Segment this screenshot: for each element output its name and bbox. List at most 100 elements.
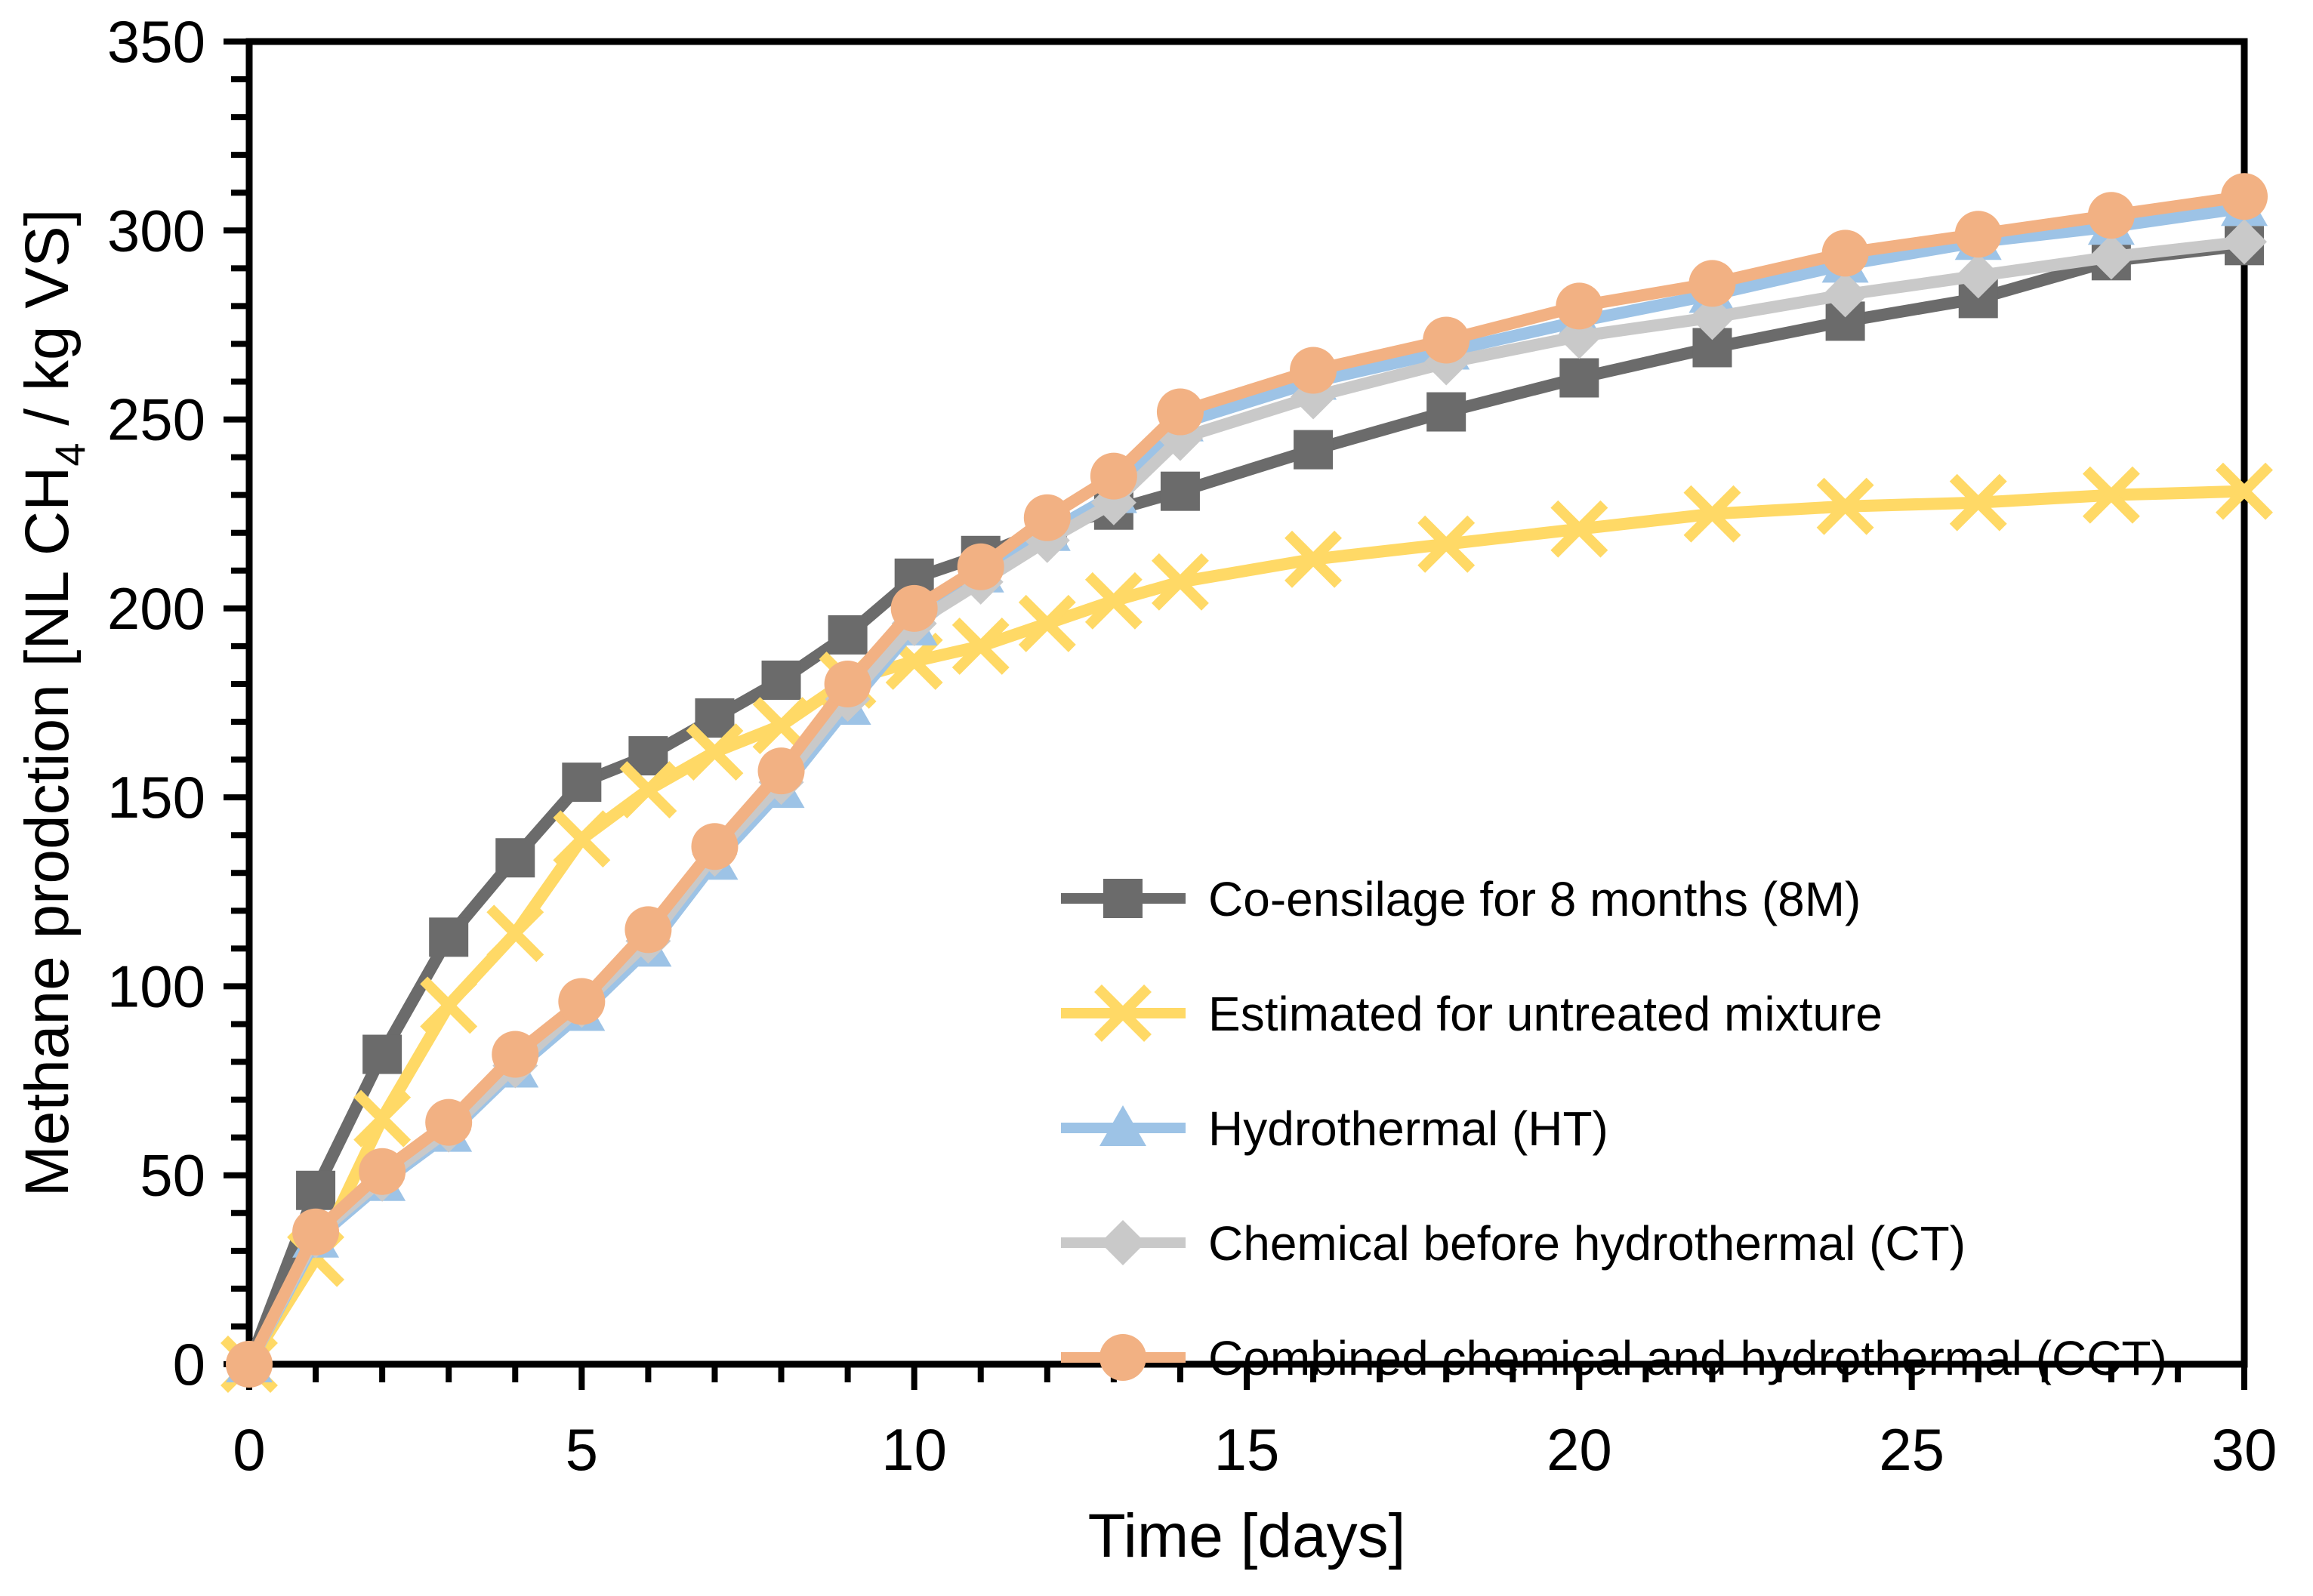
data-point-marker xyxy=(425,1098,473,1146)
data-point-marker xyxy=(292,1208,340,1256)
data-point-marker xyxy=(1955,253,2001,299)
y-tick-label: 0 xyxy=(173,1331,205,1397)
data-point-marker xyxy=(1151,553,1209,611)
legend-item-label: Co-ensilage for 8 months (8M) xyxy=(1208,872,1861,926)
data-point-marker xyxy=(1294,430,1334,470)
data-point-marker xyxy=(495,838,535,878)
data-point-marker xyxy=(362,1034,402,1074)
y-tick-label: 200 xyxy=(107,575,205,642)
data-point-marker xyxy=(562,763,602,803)
series-2 xyxy=(221,462,2273,1393)
x-tick-label: 0 xyxy=(233,1416,265,1483)
legend: Co-ensilage for 8 months (8M) Estimated f… xyxy=(1061,872,2167,1385)
data-point-marker xyxy=(824,660,871,707)
data-point-marker xyxy=(1822,272,1868,318)
legend-marker-triangle xyxy=(1099,1105,1146,1146)
data-point-marker xyxy=(1683,485,1741,543)
data-point-marker xyxy=(957,543,1004,590)
data-point-marker xyxy=(1284,530,1343,588)
data-point-marker xyxy=(1949,473,2007,531)
legend-item: Estimated for untreated mixture xyxy=(1061,984,1883,1042)
data-point-marker xyxy=(1954,211,2002,258)
y-tick-label: 250 xyxy=(107,387,205,453)
series-line xyxy=(243,202,2246,1367)
series-5 xyxy=(226,173,2268,1388)
data-point-marker xyxy=(2216,462,2273,520)
data-point-marker xyxy=(296,1170,336,1210)
data-point-marker xyxy=(1291,374,1337,420)
x-axis-title: Time [days] xyxy=(1088,1502,1406,1570)
data-point-marker xyxy=(619,761,677,819)
y-tick-label: 350 xyxy=(107,8,205,75)
data-point-marker xyxy=(1689,294,1735,340)
x-tick-label: 30 xyxy=(2212,1416,2278,1483)
x-tick-label: 15 xyxy=(1214,1416,1280,1483)
data-point-marker xyxy=(1018,594,1076,652)
data-point-marker xyxy=(1821,230,1869,277)
data-point-marker xyxy=(492,1031,539,1078)
legend-item-label: Hydrothermal (HT) xyxy=(1208,1101,1608,1156)
legend-item: Combined chemical and hydrothermal (CCT) xyxy=(1061,1331,2167,1385)
legend-marker-x xyxy=(1094,984,1152,1042)
data-point-marker xyxy=(1156,388,1204,436)
data-point-marker xyxy=(420,976,478,1034)
data-point-marker xyxy=(2222,219,2267,265)
y-axis-title-subscript: 4 xyxy=(46,442,94,466)
data-point-marker xyxy=(1559,358,1599,398)
data-point-marker xyxy=(1084,572,1143,630)
data-point-marker xyxy=(359,1148,406,1195)
data-point-marker xyxy=(628,736,668,776)
legend-marker-diamond xyxy=(1100,1220,1146,1265)
data-point-marker xyxy=(558,978,606,1025)
series-line xyxy=(243,190,2246,1367)
data-point-marker xyxy=(1023,494,1071,541)
series-3 xyxy=(226,185,2268,1382)
data-point-marker xyxy=(1417,515,1476,573)
series-layer xyxy=(221,173,2273,1393)
y-tick-label: 300 xyxy=(107,197,205,263)
legend-item: Co-ensilage for 8 months (8M) xyxy=(1061,872,1861,926)
data-point-marker xyxy=(2221,173,2268,220)
legend-item-label: Combined chemical and hydrothermal (CCT) xyxy=(1208,1331,2167,1385)
legend-marker-circle xyxy=(1099,1334,1146,1381)
data-point-marker xyxy=(1426,392,1466,432)
y-axis-title: Methane prodction [NL CH4 / kg VS] xyxy=(13,209,94,1197)
data-point-marker xyxy=(757,747,805,795)
y-tick-label: 150 xyxy=(107,764,205,830)
data-point-marker xyxy=(691,823,739,870)
data-point-marker xyxy=(761,660,801,700)
x-tick-label: 25 xyxy=(1879,1416,1944,1483)
data-point-marker xyxy=(1160,471,1200,511)
data-point-marker xyxy=(695,698,735,738)
legend-item-label: Chemical before hydrothermal (CT) xyxy=(1208,1216,1966,1271)
data-point-marker xyxy=(951,617,1010,675)
axis-ticks: 0 50 100 150 200 250 300 350 0 5 10 15 20 25 30 xyxy=(107,8,2278,1483)
data-point-marker xyxy=(1423,316,1470,364)
y-axis-title-pre: Methane prodction [NL CH xyxy=(13,467,82,1197)
data-point-marker xyxy=(686,723,744,781)
data-point-marker xyxy=(486,904,544,963)
data-point-marker xyxy=(1090,452,1137,500)
data-point-marker xyxy=(1550,500,1608,558)
legend-item-label: Estimated for untreated mixture xyxy=(1208,987,1883,1041)
data-point-marker xyxy=(1688,260,1736,307)
data-point-marker xyxy=(828,615,868,655)
y-tick-label: 50 xyxy=(140,1142,205,1209)
data-point-marker xyxy=(2087,192,2135,239)
data-point-marker xyxy=(890,584,938,632)
y-axis-title-post: / kg VS] xyxy=(13,209,82,443)
data-point-marker xyxy=(2082,466,2140,524)
data-point-marker xyxy=(429,917,469,957)
data-point-marker xyxy=(226,1341,273,1388)
data-point-marker xyxy=(2088,234,2134,280)
legend-item: Hydrothermal (HT) xyxy=(1061,1101,1608,1156)
legend-marker-square xyxy=(1103,879,1143,918)
legend-item: Chemical before hydrothermal (CT) xyxy=(1061,1216,1966,1271)
x-tick-label: 20 xyxy=(1547,1416,1612,1483)
x-tick-label: 5 xyxy=(566,1416,598,1483)
data-point-marker xyxy=(353,1089,412,1148)
data-point-marker xyxy=(553,810,611,868)
x-tick-label: 10 xyxy=(881,1416,947,1483)
data-point-marker xyxy=(1816,477,1874,535)
